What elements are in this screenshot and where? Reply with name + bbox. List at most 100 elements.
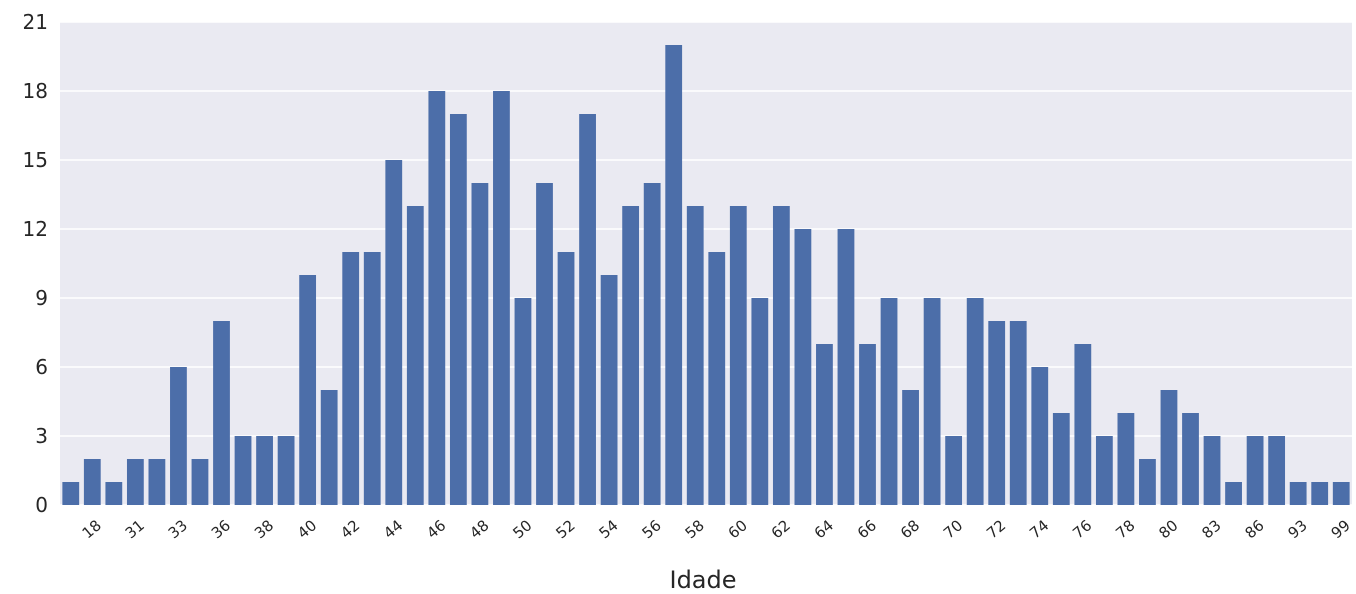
bar-age-52 <box>557 252 575 505</box>
x-tick-label: 80 <box>1155 516 1181 542</box>
x-tick-label: 64 <box>811 516 837 542</box>
x-tick-label: 46 <box>423 516 449 542</box>
bar-age-40 <box>299 275 317 505</box>
bar-age-67 <box>880 298 898 505</box>
bar-age-64 <box>816 344 833 505</box>
bar-age-55 <box>622 206 640 505</box>
bar-age-83 <box>1203 436 1221 505</box>
plot-area <box>60 22 1352 505</box>
bar-age-65 <box>837 229 855 505</box>
bar-age-46 <box>428 91 446 505</box>
bar-age-86 <box>1246 436 1264 505</box>
x-tick-label: 68 <box>897 516 923 542</box>
x-tick-label: 70 <box>940 516 966 542</box>
bar-age-73 <box>1009 321 1027 505</box>
x-tick-label: 42 <box>337 516 363 542</box>
bar-age-68 <box>902 390 919 505</box>
x-tick-label: 74 <box>1026 516 1052 542</box>
x-tick-label: 40 <box>294 516 320 542</box>
bar-age-80 <box>1160 390 1178 505</box>
bar-age-74 <box>1031 367 1049 505</box>
x-tick-label: 52 <box>552 516 578 542</box>
y-tick-labels: 0 3 6 9 12 15 18 21 <box>23 10 48 517</box>
bar-age-93 <box>1289 482 1307 505</box>
x-tick-label: 38 <box>251 516 277 542</box>
bar-age-54 <box>600 275 618 505</box>
bar-age-18 <box>83 459 101 505</box>
bar-age-42 <box>342 252 360 505</box>
bar-age-70 <box>945 436 963 505</box>
bar-age-77 <box>1095 436 1113 505</box>
bar-age-71 <box>966 298 984 505</box>
bar-age-44 <box>385 160 403 505</box>
bar-age-48 <box>471 183 489 505</box>
bar-age-76 <box>1074 344 1092 505</box>
x-tick-label: 18 <box>79 516 105 542</box>
bar-age-39 <box>277 436 295 505</box>
y-tick-label: 12 <box>23 217 48 241</box>
y-tick-label: 3 <box>35 424 48 448</box>
x-tick-label: 76 <box>1069 516 1095 542</box>
x-tick-label: 83 <box>1198 516 1224 542</box>
bar-age-63 <box>794 229 812 505</box>
bar-age-51 <box>536 183 553 505</box>
x-tick-label: 31 <box>122 516 148 542</box>
bar-age-56 <box>643 183 661 505</box>
bar-age-58 <box>686 206 704 505</box>
bar-age-75 <box>1052 413 1070 505</box>
y-tick-label: 15 <box>23 148 48 172</box>
bar-age-37 <box>234 436 252 505</box>
bar-age-43 <box>363 252 381 505</box>
x-tick-label: 62 <box>768 516 794 542</box>
x-tick-label: 33 <box>165 516 191 542</box>
x-tick-label: 58 <box>682 516 708 542</box>
bar-age-62 <box>772 206 790 505</box>
bar-age-50 <box>514 298 532 505</box>
bar-age-38 <box>256 436 273 505</box>
bar-age-45 <box>406 206 424 505</box>
x-tick-label: 66 <box>854 516 880 542</box>
bar-age-59 <box>708 252 726 505</box>
bars <box>62 45 1350 505</box>
bar-age-72 <box>988 321 1006 505</box>
x-tick-label: 48 <box>466 516 492 542</box>
x-tick-label: 72 <box>983 516 1009 542</box>
x-tick-label: 86 <box>1241 516 1267 542</box>
bar-age-87 <box>1268 436 1286 505</box>
bar-age-78 <box>1117 413 1135 505</box>
x-tick-label: 93 <box>1285 516 1311 542</box>
bar-age-94 <box>1311 482 1329 505</box>
x-tick-label: 78 <box>1112 516 1138 542</box>
x-tick-labels: 18 31 33 36 38 40 42 44 46 48 50 52 54 56 58 60 62 64 66 68… <box>79 516 1354 542</box>
bar-age-79 <box>1139 459 1156 505</box>
bar-age-57 <box>665 45 683 505</box>
bar-age-99 <box>1332 482 1350 505</box>
bar-age-60 <box>729 206 747 505</box>
bar-age-81 <box>1182 413 1199 505</box>
bar-age-49 <box>493 91 510 505</box>
x-tick-label: 56 <box>639 516 665 542</box>
bar-age-31 <box>126 459 144 505</box>
x-tick-label: 44 <box>380 516 406 542</box>
bar-age-33 <box>170 367 187 505</box>
x-tick-label: 50 <box>509 516 535 542</box>
y-tick-label: 0 <box>35 493 48 517</box>
y-gridlines <box>60 21 1352 506</box>
bar-age-32 <box>148 459 166 505</box>
bar-age-41 <box>320 390 338 505</box>
bar-age-36 <box>213 321 230 505</box>
bar-age-34 <box>191 459 209 505</box>
y-tick-label: 21 <box>23 10 48 34</box>
bar-age-17 <box>62 482 80 505</box>
bar-age-47 <box>449 114 467 505</box>
bar-age-66 <box>859 344 876 505</box>
bar-age-84 <box>1225 482 1242 505</box>
y-tick-label: 9 <box>35 286 48 310</box>
x-tick-label: 99 <box>1328 516 1354 542</box>
x-tick-label: 54 <box>595 516 621 542</box>
bar-age-61 <box>751 298 769 505</box>
x-tick-label: 36 <box>208 516 234 542</box>
y-tick-label: 18 <box>23 79 48 103</box>
bar-age-19 <box>105 482 123 505</box>
